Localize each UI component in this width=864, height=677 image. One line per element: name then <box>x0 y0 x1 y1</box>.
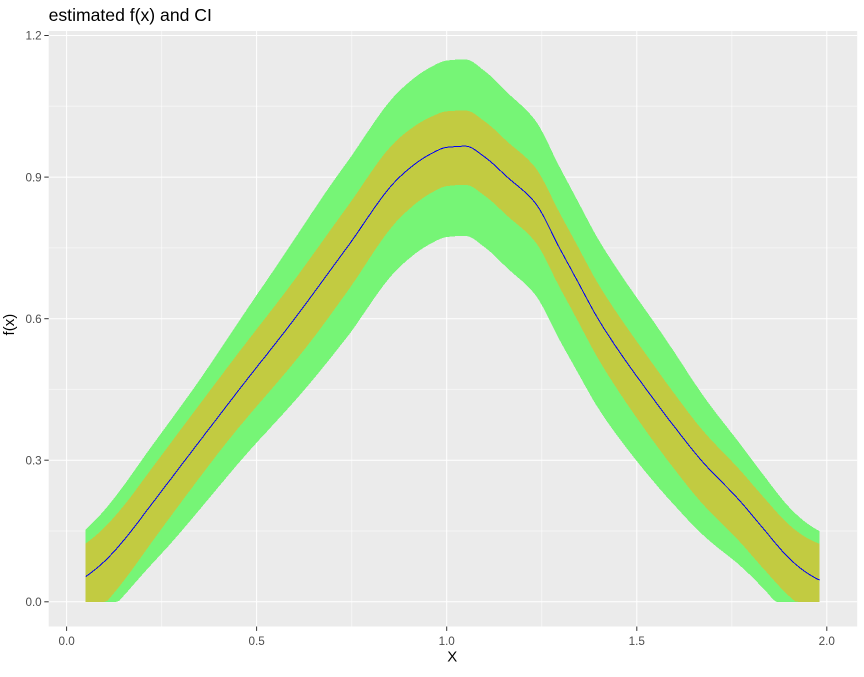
svg-text:1.5: 1.5 <box>629 635 646 648</box>
svg-text:0.3: 0.3 <box>25 454 41 467</box>
svg-text:1.0: 1.0 <box>439 635 456 648</box>
svg-text:2.0: 2.0 <box>819 635 836 648</box>
svg-text:estimated f(x) and CI: estimated f(x) and CI <box>49 5 212 25</box>
svg-text:f(x): f(x) <box>1 314 18 336</box>
svg-text:0.5: 0.5 <box>248 635 265 648</box>
svg-text:0.0: 0.0 <box>58 635 75 648</box>
svg-text:0.6: 0.6 <box>25 313 41 326</box>
svg-text:0.9: 0.9 <box>25 171 41 184</box>
svg-text:1.2: 1.2 <box>25 30 41 43</box>
svg-text:0.0: 0.0 <box>25 596 42 609</box>
svg-text:X: X <box>447 649 457 666</box>
